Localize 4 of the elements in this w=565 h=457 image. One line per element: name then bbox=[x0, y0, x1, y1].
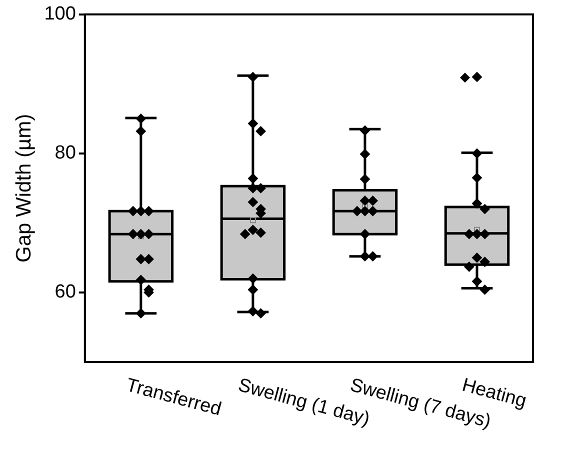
y-axis-title: Gap Width (µm) bbox=[12, 114, 36, 263]
y-tick-label: 80 bbox=[54, 142, 76, 164]
y-tick-label: 100 bbox=[44, 4, 76, 25]
y-tick-label: 60 bbox=[54, 282, 76, 303]
